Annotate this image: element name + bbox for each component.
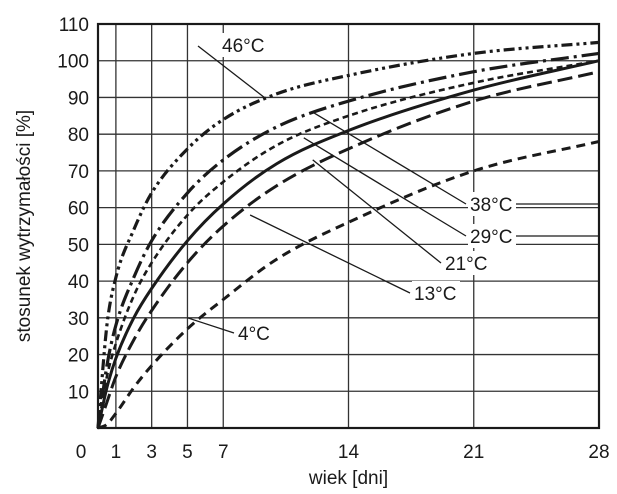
series-line-13c (96, 70, 600, 429)
annotation-label-4c: 4°C (238, 324, 270, 345)
y-tick-label: 30 (68, 309, 89, 330)
tick-labels: 10 20 30 40 50 60 70 80 90 100 110 0 1 3 5 7 14 21 28 (57, 15, 609, 463)
annotation-bg-46c (220, 33, 268, 57)
annotation-bg-4c (236, 321, 273, 345)
annotation-bg-13c (412, 281, 460, 305)
plot-frame (96, 22, 601, 430)
annotation-leader-4c (187, 317, 235, 334)
annotations: 46°C 38°C 29°C 21°C 13°C 4°C (187, 33, 599, 345)
series-line-38c (96, 51, 600, 429)
y-axis-title: stosunek wytrzymałości [%] (14, 110, 35, 342)
series-line-4c (97, 140, 600, 430)
y-tick-label: 100 (57, 52, 89, 73)
y-tick-label: 50 (68, 235, 89, 256)
series-line-29c (96, 59, 600, 429)
grid (98, 24, 599, 428)
annotation-label-13c: 13°C (414, 284, 456, 305)
x-tick-label: 3 (146, 442, 157, 463)
y-tick-label: 40 (68, 272, 89, 293)
y-tick-label: 90 (68, 88, 89, 109)
series-line-46c (96, 40, 600, 429)
y-tick-label: 60 (68, 199, 89, 220)
series-line-21c (96, 59, 600, 429)
annotation-leader-38c (312, 111, 467, 205)
x-tick-label: 1 (111, 442, 122, 463)
annotation-label-46c: 46°C (222, 36, 264, 57)
y-tick-label: 10 (68, 382, 89, 403)
annotation-bg-21c (443, 251, 491, 275)
annotation-leader-13c (249, 214, 411, 294)
x-tick-label: 0 (76, 442, 87, 463)
annotation-bg-29c (468, 224, 516, 248)
x-tick-label: 21 (463, 442, 484, 463)
y-tick-label: 70 (68, 162, 89, 183)
y-tick-label: 20 (68, 346, 89, 367)
x-tick-label: 28 (588, 442, 609, 463)
x-tick-label: 7 (218, 442, 229, 463)
curves (96, 40, 600, 430)
y-tick-label: 110 (59, 15, 89, 36)
annotation-leader-46c (197, 45, 265, 98)
annotation-label-21c: 21°C (445, 254, 487, 275)
y-tick-label: 80 (68, 125, 89, 146)
annotation-label-29c: 29°C (470, 227, 512, 248)
x-tick-label: 14 (338, 442, 360, 463)
annotation-leader-29c (303, 137, 467, 237)
x-axis-title: wiek [dni] (308, 468, 388, 489)
annotation-label-38c: 38°C (470, 195, 512, 216)
annotation-bg-38c (468, 192, 516, 216)
annotation-leader-21c (312, 159, 442, 264)
x-tick-label: 5 (182, 442, 193, 463)
